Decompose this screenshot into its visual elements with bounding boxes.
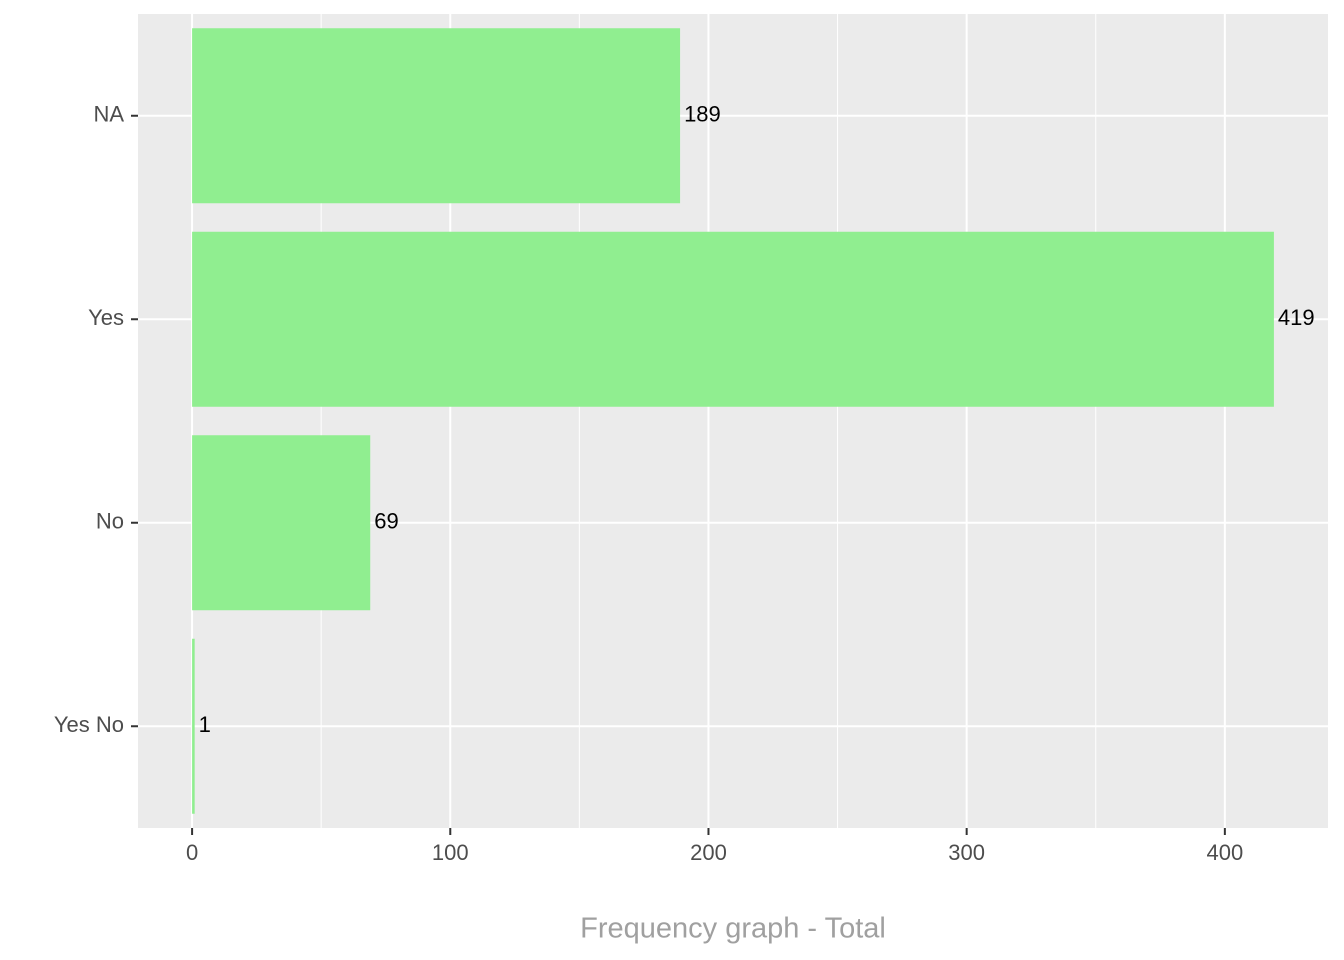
y-tick-label: NA [93,102,124,127]
x-tick-label: 300 [948,840,985,865]
bar [192,638,195,814]
x-tick-label: 0 [186,840,198,865]
x-tick-label: 400 [1206,840,1243,865]
x-tick-label: 200 [690,840,727,865]
data-label: 189 [684,102,721,127]
x-axis-title: Frequency graph - Total [580,913,886,945]
data-label: 69 [374,509,398,534]
y-tick-label: No [96,509,124,534]
bar [192,435,371,611]
bar [192,28,681,204]
y-tick-label: Yes [88,305,124,330]
data-label: 1 [199,712,211,737]
data-label: 419 [1278,305,1315,330]
y-tick-label: Yes No [54,712,124,737]
bar [192,231,1274,407]
x-tick-label: 100 [432,840,469,865]
